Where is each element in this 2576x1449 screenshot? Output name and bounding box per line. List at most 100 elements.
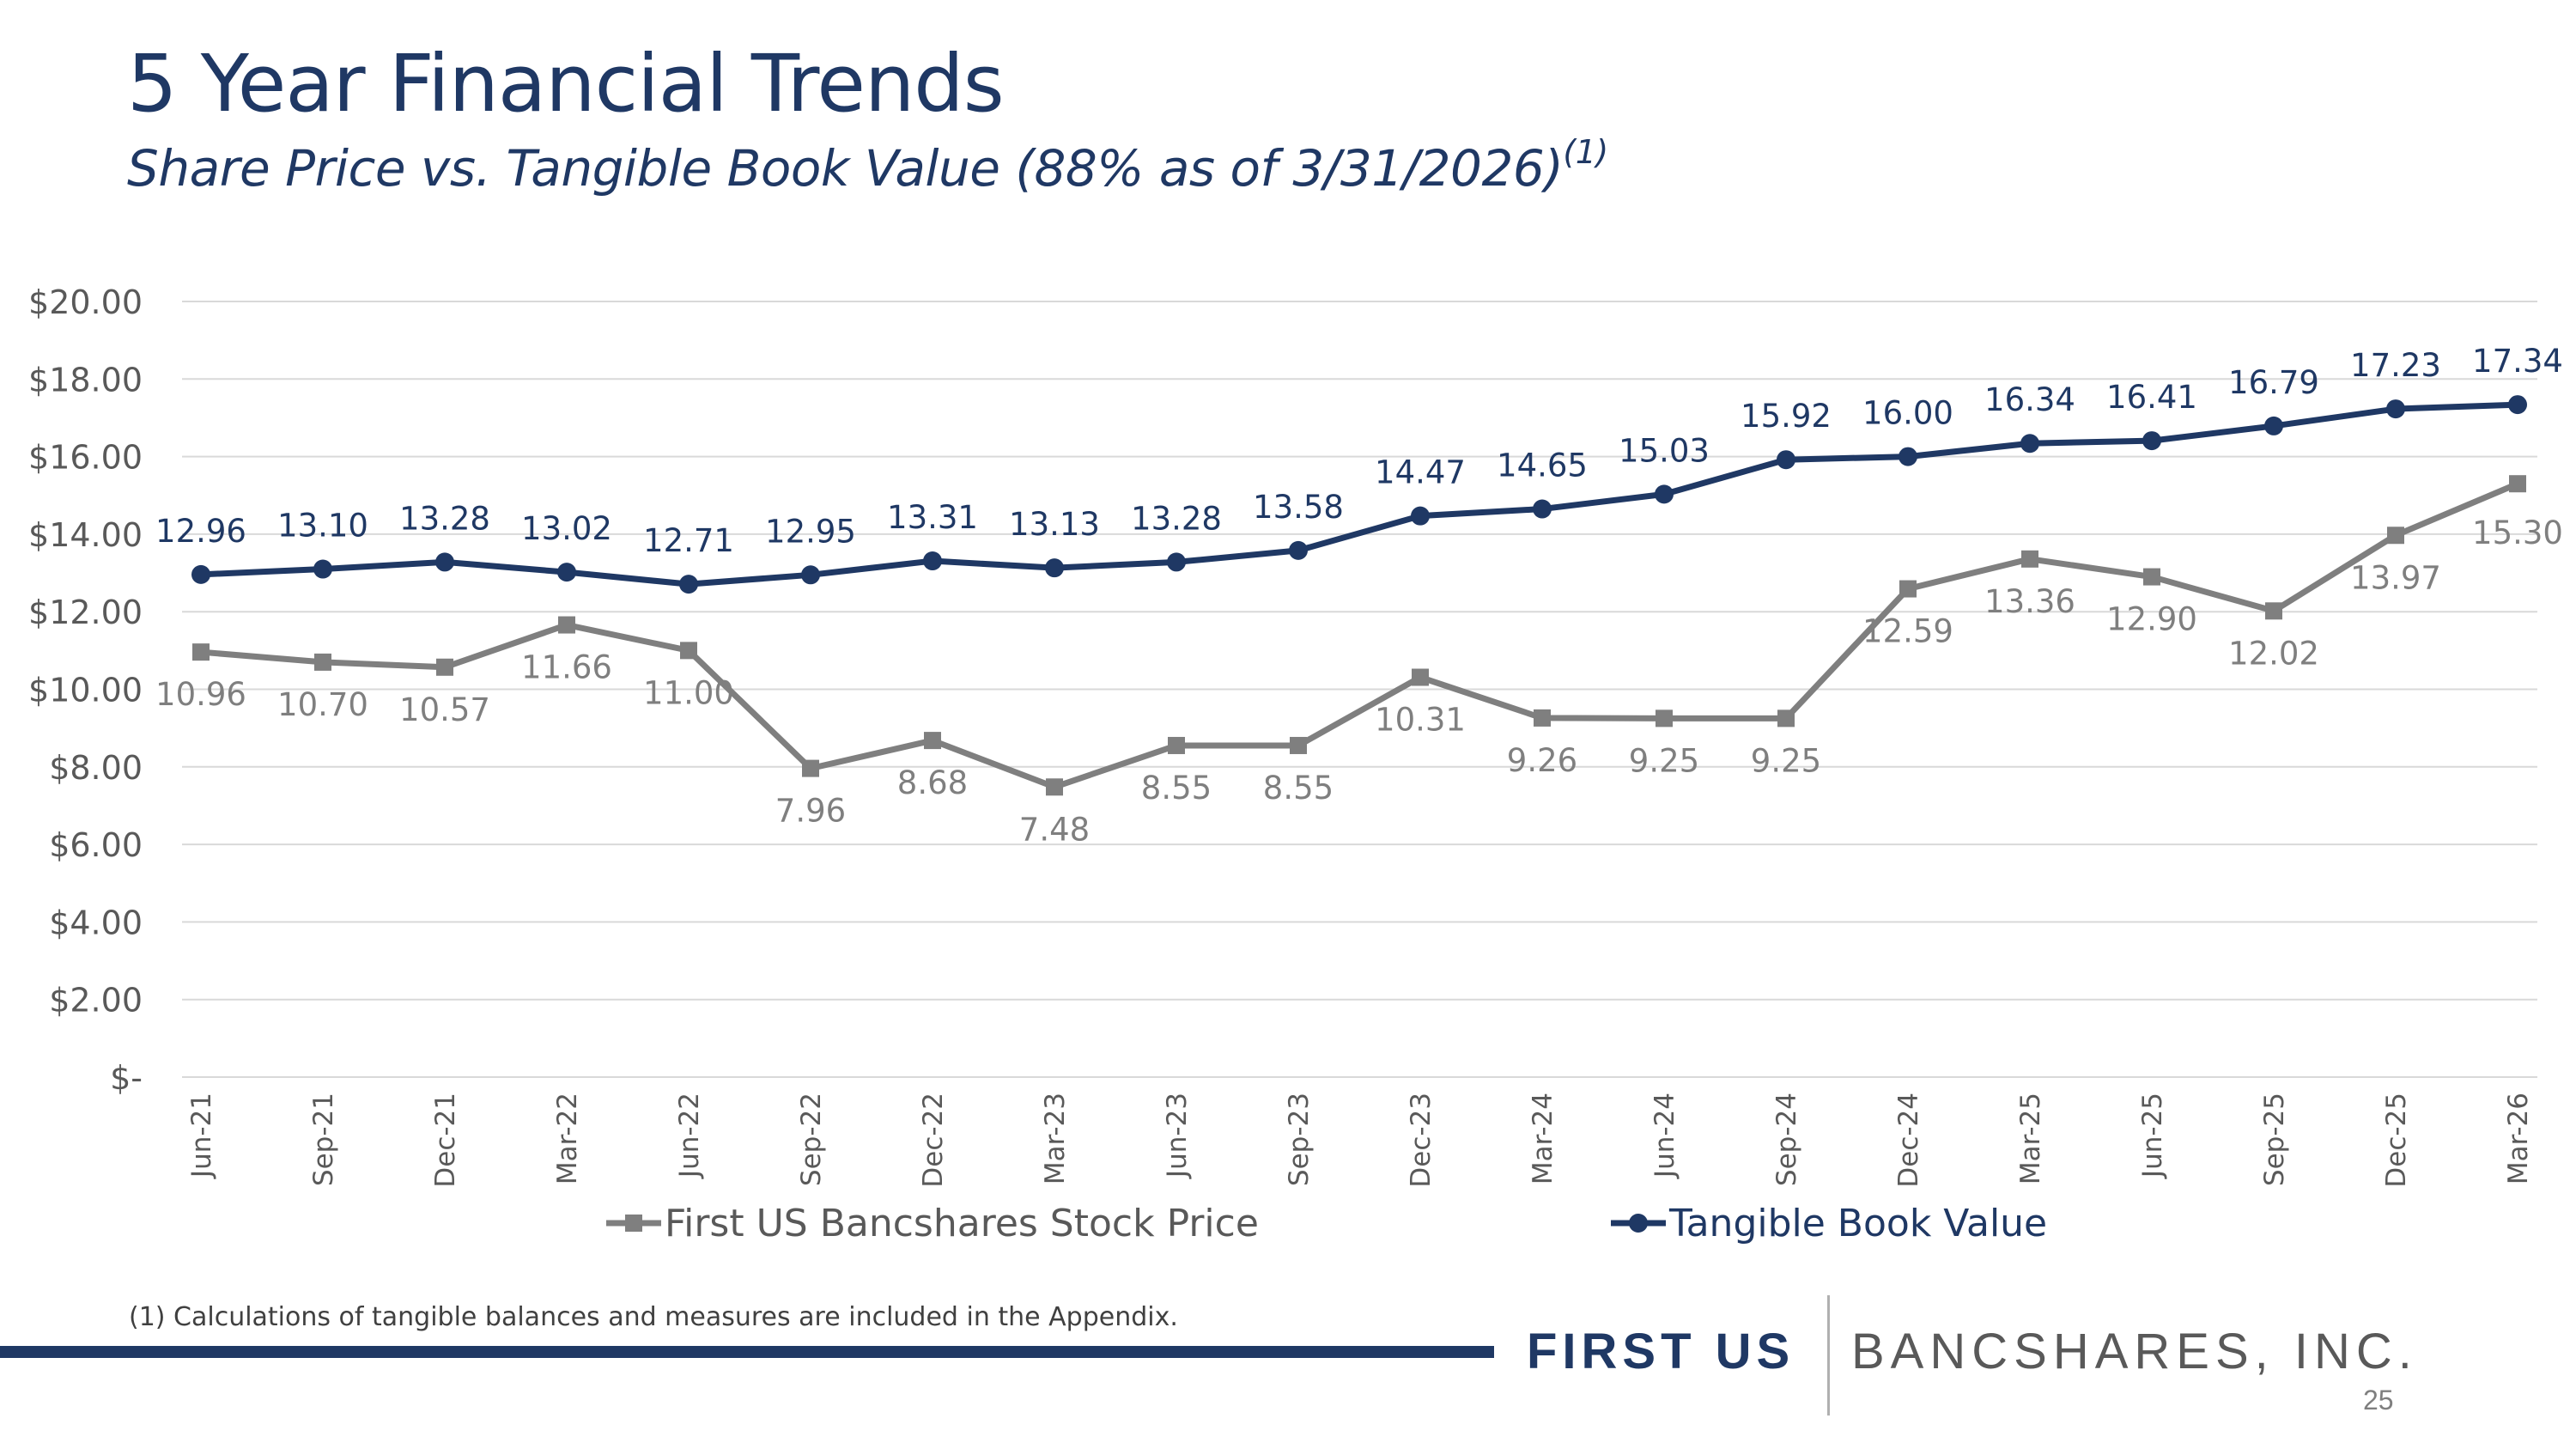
y-tick-label: $8.00 [49, 749, 143, 787]
footnote: (1) Calculations of tangible balances an… [129, 1302, 1178, 1332]
data-label: 13.28 [1131, 500, 1222, 537]
legend-label: Tangible Book Value [1668, 1202, 2047, 1245]
data-point [313, 559, 332, 579]
data-label: 13.31 [887, 499, 978, 536]
data-label: 8.55 [1141, 770, 1212, 807]
data-point [2264, 416, 2283, 435]
data-label: 10.96 [155, 676, 246, 713]
x-tick-label: Jun-23 [1162, 1093, 1193, 1179]
y-tick-label: $6.00 [49, 826, 143, 864]
data-label: 10.70 [277, 686, 368, 723]
data-point [1290, 736, 1307, 754]
x-tick-label: Jun-21 [186, 1093, 217, 1179]
data-label: 13.36 [1984, 583, 2075, 620]
data-point [2387, 527, 2404, 545]
data-label: 7.48 [1019, 811, 1090, 848]
x-tick-label: Dec-23 [1406, 1093, 1437, 1188]
data-label: 13.10 [277, 508, 368, 545]
data-point [192, 643, 210, 661]
data-label: 14.47 [1375, 454, 1466, 491]
data-label: 15.30 [2472, 514, 2563, 551]
data-label: 13.28 [399, 500, 490, 537]
x-tick-label: Dec-22 [918, 1093, 949, 1188]
data-point [1533, 499, 1552, 519]
data-label: 16.00 [1862, 395, 1953, 432]
page-number: 25 [2363, 1385, 2394, 1416]
data-point [1655, 484, 1674, 504]
data-label: 12.90 [2106, 601, 2197, 638]
x-tick-label: Sep-23 [1284, 1093, 1315, 1186]
x-tick-label: Sep-22 [796, 1093, 827, 1186]
data-label: 8.68 [897, 764, 968, 801]
data-label: 9.25 [1629, 742, 1699, 779]
y-tick-label: $20.00 [28, 283, 143, 321]
data-point [314, 653, 331, 671]
data-label: 11.66 [521, 649, 612, 686]
series-line [200, 480, 2519, 790]
brand-name-secondary: BANCSHARES, INC. [1851, 1324, 2418, 1379]
x-tick-label: Mar-26 [2503, 1093, 2534, 1184]
series-stock-price: 10.96 10.70 10.57 11.66 11.00 7.96 8.68 7.48 8.5… [155, 475, 2563, 848]
data-label: 12.59 [1862, 613, 1953, 650]
data-point [801, 565, 820, 585]
data-point [2508, 395, 2527, 415]
data-label: 13.58 [1253, 489, 1344, 526]
data-label: 9.25 [1751, 742, 1821, 779]
x-tick-label: Mar-23 [1040, 1093, 1071, 1184]
y-tick-label: $14.00 [28, 516, 143, 554]
data-point [1411, 506, 1430, 526]
legend-marker [625, 1215, 642, 1232]
subtitle-footnote-ref: (1) [1563, 133, 1608, 171]
data-label: 7.96 [775, 793, 846, 830]
data-label: 17.34 [2472, 343, 2563, 380]
data-label: 13.02 [521, 510, 612, 547]
slide-subtitle: Share Price vs. Tangible Book Value (88%… [127, 136, 1608, 193]
y-tick-label: $2.00 [49, 982, 143, 1020]
slide-title: 5 Year Financial Trends [127, 38, 1005, 130]
data-label: 10.31 [1375, 702, 1466, 739]
y-tick-label: $12.00 [28, 594, 143, 631]
data-label: 13.13 [1009, 506, 1100, 543]
data-point [1656, 709, 1673, 728]
data-point [1777, 709, 1795, 728]
data-label: 15.92 [1741, 398, 1832, 435]
data-label: 16.41 [2106, 379, 2197, 416]
legend-item: Tangible Book Value [1611, 1202, 2047, 1245]
data-label: 11.00 [643, 674, 734, 711]
y-tick-label: $4.00 [49, 904, 143, 941]
legend-marker [1629, 1214, 1648, 1233]
data-point [2142, 431, 2161, 451]
x-tick-label: Dec-25 [2381, 1093, 2412, 1188]
data-point [679, 575, 698, 594]
x-tick-label: Sep-25 [2259, 1093, 2290, 1186]
legend-item: First US Bancshares Stock Price [606, 1202, 1259, 1245]
y-tick-label: $- [110, 1059, 143, 1097]
data-point [1289, 540, 1308, 560]
brand-divider [1827, 1295, 1830, 1416]
data-point [1412, 668, 1429, 686]
y-tick-label: $10.00 [28, 672, 143, 709]
data-point [924, 732, 941, 750]
data-point [2021, 550, 2038, 568]
y-tick-label: $16.00 [28, 439, 143, 477]
data-label: 16.79 [2228, 364, 2319, 401]
data-label: 15.03 [1619, 432, 1710, 469]
data-label: 12.96 [155, 513, 246, 550]
x-tick-label: Dec-21 [430, 1093, 461, 1188]
data-point [1777, 450, 1795, 470]
y-tick-label: $18.00 [28, 361, 143, 399]
data-point [923, 551, 942, 571]
data-point [2509, 475, 2526, 493]
data-point [557, 563, 576, 582]
line-chart: $- $2.00 $4.00 $6.00 $8.00 $10.00 $12.00 $14.00… [28, 283, 2563, 1245]
data-point [1168, 736, 1185, 754]
footer-bar [0, 1346, 1494, 1358]
brand-name-primary: FIRST US [1527, 1324, 1795, 1379]
data-point [1899, 447, 1917, 466]
data-label: 10.57 [399, 691, 490, 728]
data-point [1167, 552, 1186, 572]
data-point [1045, 558, 1064, 578]
x-tick-label: Jun-25 [2137, 1093, 2168, 1179]
x-tick-label: Jun-24 [1649, 1093, 1680, 1179]
data-point [1534, 709, 1551, 727]
